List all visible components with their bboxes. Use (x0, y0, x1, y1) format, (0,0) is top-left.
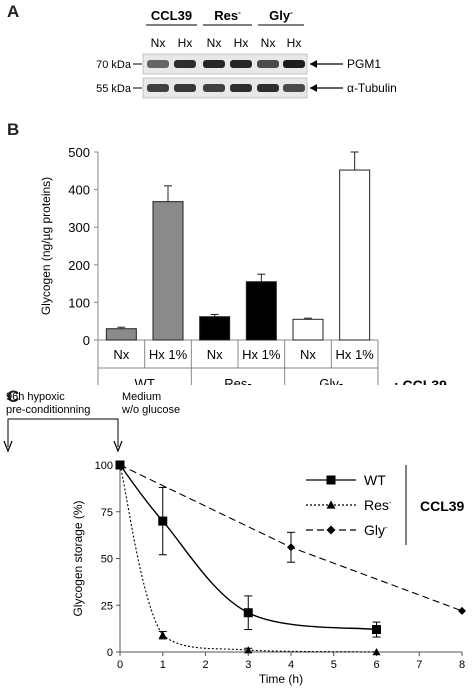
bar (245, 281, 277, 341)
data-point (372, 625, 381, 635)
y-tick-label: 100 (95, 460, 113, 472)
data-point (158, 631, 167, 639)
y-tick-label: 400 (68, 183, 90, 198)
blot-group-label: Res- (214, 8, 241, 23)
annotation-arrowhead (113, 440, 123, 453)
blot-group-label: CCL39 (151, 8, 192, 23)
blot-arrowhead (310, 60, 317, 68)
annotation-text: pre-conditionning (6, 404, 90, 416)
x-tick-label: 1 (160, 659, 166, 671)
blot-band (257, 84, 279, 92)
blot-band (147, 84, 169, 92)
blot-band (203, 60, 225, 68)
y-tick-label: 0 (83, 333, 90, 348)
panel-label-c: C (7, 387, 20, 406)
data-point (243, 608, 253, 618)
blot-band (230, 60, 252, 68)
category-label: Hx 1% (149, 347, 188, 362)
blot-lane-label: Hx (178, 36, 193, 50)
bar (339, 169, 371, 341)
blot-lane-label: Hx (287, 36, 302, 50)
y-tick-label: 100 (68, 295, 90, 310)
x-axis-label: Time (h) (259, 672, 303, 686)
blot-protein-label: PGM1 (347, 57, 381, 71)
data-point (326, 525, 336, 535)
x-tick-label: 0 (117, 659, 123, 671)
x-tick-label: 7 (416, 659, 422, 671)
category-label: Hx 1% (242, 347, 281, 362)
y-axis-label: Glycogen storage (%) (71, 500, 85, 616)
bar (152, 201, 184, 341)
x-tick-label: 8 (459, 659, 465, 671)
blot-lane-label: Hx (234, 36, 249, 50)
category-label: Nx (300, 347, 316, 362)
blot-lane-label: Nx (261, 36, 276, 50)
blot-band (283, 60, 305, 68)
data-point (287, 543, 295, 552)
x-tick-label: 2 (202, 659, 208, 671)
panel-label-b: B (7, 120, 20, 139)
data-point (326, 475, 336, 485)
blot-band (147, 60, 169, 68)
blot-arrowhead (310, 84, 317, 92)
bar (199, 316, 231, 341)
blot-band (230, 84, 252, 92)
blot-lane-label: Nx (207, 36, 222, 50)
panel-label-a: A (7, 2, 20, 21)
blot-band (283, 84, 305, 92)
bar (292, 318, 324, 341)
blot-group-label: Gly- (269, 8, 293, 23)
group-label: Gly- (319, 376, 343, 385)
annotation-text: Medium (122, 391, 161, 403)
data-point (158, 516, 168, 526)
y-tick-label: 300 (68, 220, 90, 235)
annotation-text: 96h hypoxic (6, 391, 65, 403)
legend-group-label: CCL39 (420, 498, 465, 514)
data-point (458, 606, 466, 615)
legend-label: Gly- (364, 522, 388, 538)
group-label: Res- (224, 376, 251, 385)
data-point (244, 646, 253, 654)
blot-band (174, 84, 196, 92)
x-tick-label: 3 (245, 659, 251, 671)
y-axis-label: Glycogen (ng/µg proteins) (39, 177, 53, 315)
annotation-text: w/o glucose (121, 404, 180, 416)
blot-band (257, 60, 279, 68)
category-label: Nx (207, 347, 223, 362)
blot-lane-label: Nx (151, 36, 166, 50)
blot-protein-label: α-Tubulin (347, 81, 397, 95)
bar (105, 328, 137, 341)
cell-line-label: : CCL39 (394, 377, 447, 385)
category-label: Hx 1% (336, 347, 375, 362)
x-tick-label: 6 (373, 659, 379, 671)
western-blot-figure: CCL39 Res- Gly- Nx Hx Nx Hx Nx Hx 70 kDa PGM1 55 kD… (96, 8, 397, 99)
blot-band (174, 60, 196, 68)
y-tick-label: 0 (107, 647, 113, 659)
x-tick-label: 5 (331, 659, 337, 671)
data-point (372, 648, 381, 656)
blot-mw-label: 70 kDa (96, 59, 132, 71)
data-point (326, 500, 336, 509)
blot-band (203, 84, 225, 92)
group-label: WT (135, 376, 155, 385)
y-tick-label: 25 (101, 600, 113, 612)
legend-label: WT (364, 472, 386, 488)
y-tick-label: 75 (101, 507, 113, 519)
category-label: Nx (113, 347, 129, 362)
y-tick-label: 200 (68, 258, 90, 273)
legend-label: Res- (364, 497, 392, 513)
annotation-arrowhead (3, 440, 13, 453)
series-line (119, 464, 377, 631)
data-point (117, 462, 123, 468)
y-tick-label: 500 (68, 145, 90, 160)
series-line (119, 464, 377, 653)
annotation-bracket (7, 418, 119, 447)
y-tick-label: 50 (101, 554, 113, 566)
blot-mw-label: 55 kDa (96, 83, 132, 95)
glycogen-bar-chart: 0 100 200 300 400 500 Glycogen (ng/µg proteins… (39, 145, 447, 385)
x-tick-label: 4 (288, 659, 294, 671)
